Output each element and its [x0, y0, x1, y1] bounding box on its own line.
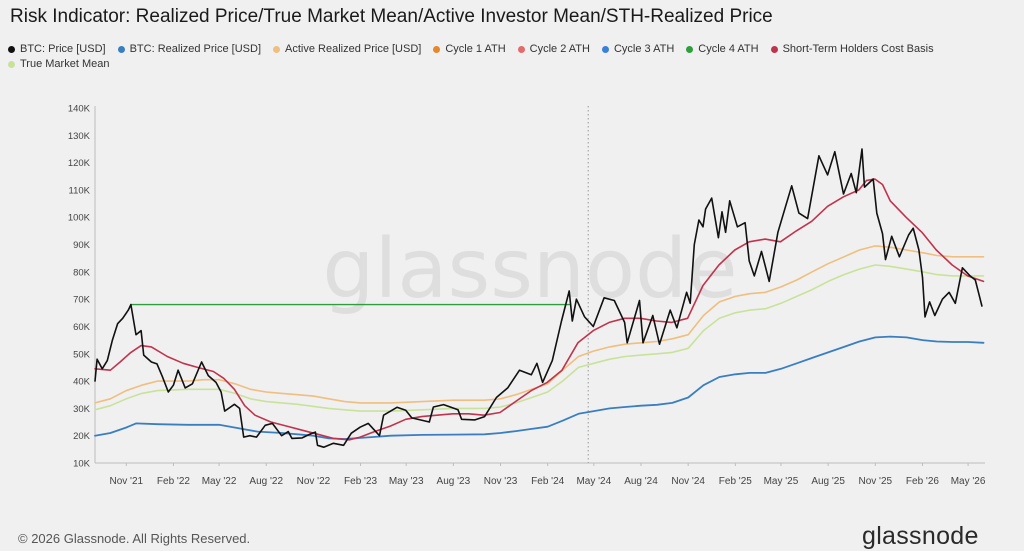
- legend-item-cycle-2-ath[interactable]: Cycle 2 ATH: [517, 43, 590, 55]
- legend-item-short-term-holders-cost-basis[interactable]: Short-Term Holders Cost Basis: [770, 43, 934, 55]
- series-layer: [94, 148, 985, 448]
- chart-title: Risk Indicator: Realized Price/True Mark…: [10, 6, 773, 27]
- x-tick-label: Feb '25: [719, 476, 752, 487]
- y-tick-label: 140K: [68, 104, 91, 115]
- legend-swatch: [433, 45, 441, 53]
- y-tick-label: 80K: [73, 267, 91, 278]
- series-true-market-mean: [94, 264, 985, 412]
- x-tick-label: Nov '22: [297, 476, 331, 487]
- x-tick-label: Nov '21: [109, 476, 143, 487]
- series-active-realized-price-usd: [94, 245, 985, 404]
- legend-item-cycle-3-ath[interactable]: Cycle 3 ATH: [601, 43, 675, 55]
- legend-item-btc-price-usd[interactable]: BTC: Price [USD]: [8, 43, 106, 55]
- watermark: glassnode: [322, 222, 737, 317]
- x-tick-label: Aug '25: [811, 476, 845, 487]
- x-tick-label: Nov '24: [671, 476, 705, 487]
- legend-item-cycle-4-ath[interactable]: Cycle 4 ATH: [686, 43, 759, 55]
- y-tick-label: 120K: [68, 158, 91, 169]
- x-tick-label: May '23: [389, 476, 424, 487]
- y-tick-label: 40K: [73, 377, 91, 388]
- x-tick-label: Feb '22: [157, 476, 190, 487]
- y-tick-label: 70K: [73, 295, 91, 306]
- chart-canvas: glassnode 10K 20K 30K 40K 50K 60K 70K 80K 90K 100…: [68, 104, 986, 488]
- legend-label: BTC: Realized Price [USD]: [129, 43, 262, 55]
- y-tick-label: 110K: [69, 185, 91, 196]
- x-tick-label: May '26: [951, 476, 986, 487]
- copyright-text: © 2026 Glassnode. All Rights Reserved.: [18, 531, 251, 546]
- series-btc-price-usd: [94, 148, 983, 448]
- legend-item-active-realized-price-usd[interactable]: Active Realized Price [USD]: [273, 43, 421, 55]
- x-tick-label: Aug '24: [624, 476, 658, 487]
- axes: 10K 20K 30K 40K 50K 60K 70K 80K 90K 100K 110K 120K 1…: [68, 104, 986, 488]
- y-tick-label: 100K: [68, 213, 91, 224]
- legend-item-true-market-mean[interactable]: True Market Mean: [8, 58, 109, 70]
- legend: BTC: Price [USD] BTC: Realized Price [USD…: [8, 43, 1013, 70]
- legend-label: True Market Mean: [20, 58, 110, 70]
- y-tick-label: 30K: [73, 404, 91, 415]
- y-tick-label: 60K: [73, 322, 91, 333]
- legend-swatch: [686, 45, 694, 53]
- legend-item-btc-realized-price-usd[interactable]: BTC: Realized Price [USD]: [117, 43, 262, 55]
- legend-swatch: [770, 45, 778, 53]
- y-tick-label: 50K: [73, 349, 91, 360]
- x-tick-label: May '25: [764, 476, 799, 487]
- y-tick-label: 20K: [73, 431, 91, 442]
- y-tick-label: 90K: [73, 240, 91, 251]
- series-short-term-holders-cost-basis: [94, 178, 985, 441]
- legend-swatch: [117, 45, 125, 53]
- legend-swatch: [517, 45, 525, 53]
- x-tick-label: Nov '25: [858, 476, 892, 487]
- x-tick-label: Feb '24: [531, 476, 564, 487]
- legend-label: Cycle 4 ATH: [698, 43, 759, 55]
- legend-item-cycle-1-ath[interactable]: Cycle 1 ATH: [433, 43, 506, 55]
- legend-swatch: [8, 45, 15, 53]
- legend-swatch: [273, 45, 281, 53]
- x-tick-label: Feb '23: [344, 476, 377, 487]
- legend-swatch: [601, 45, 609, 53]
- x-tick-label: May '24: [576, 476, 611, 487]
- watermark-text: glassnode: [322, 222, 737, 317]
- legend-label: Short-Term Holders Cost Basis: [782, 43, 934, 55]
- glassnode-logo[interactable]: glassnode: [862, 522, 979, 550]
- y-tick-label: 10K: [73, 459, 91, 470]
- y-tick-label: 130K: [68, 131, 91, 142]
- legend-label: BTC: Price [USD]: [20, 43, 106, 55]
- series-btc-realized-price-usd: [94, 335, 985, 440]
- x-tick-label: Aug '23: [437, 476, 471, 487]
- legend-label: Cycle 1 ATH: [445, 43, 506, 55]
- x-tick-label: Aug '22: [249, 476, 283, 487]
- x-tick-label: May '22: [202, 476, 237, 487]
- legend-swatch: [8, 60, 15, 68]
- legend-label: Cycle 3 ATH: [613, 43, 675, 55]
- x-tick-label: Feb '26: [906, 476, 939, 487]
- x-tick-label: Nov '23: [484, 476, 518, 487]
- legend-label: Active Realized Price [USD]: [285, 43, 422, 55]
- legend-label: Cycle 2 ATH: [529, 43, 590, 55]
